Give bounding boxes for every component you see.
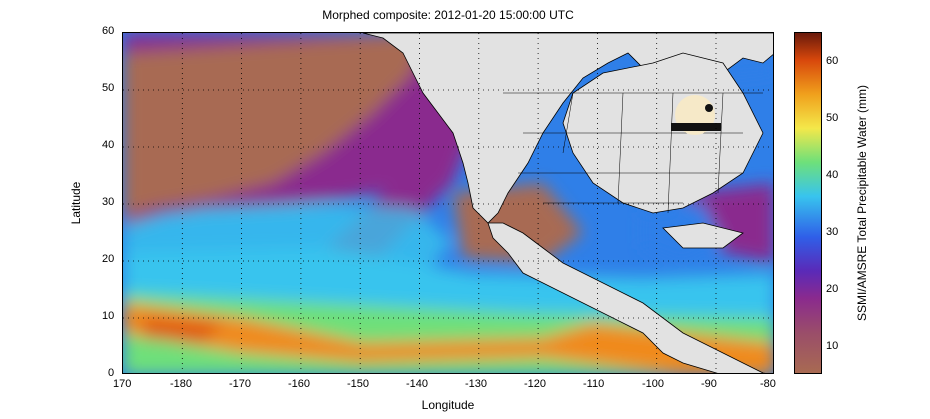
colorbar-tick-label: 20 [826, 283, 839, 295]
colorbar-gradient [795, 33, 821, 373]
x-tick-label: -180 [170, 378, 193, 390]
y-tick-label: 10 [102, 310, 115, 322]
cimss-logo [671, 95, 721, 135]
x-tick-label: -140 [406, 378, 429, 390]
y-tick-label: 50 [102, 82, 115, 94]
x-tick-label: -90 [701, 378, 717, 390]
x-tick-label: -120 [524, 378, 547, 390]
y-tick-label: 40 [102, 139, 115, 151]
map-title: Morphed composite: 2012-01-20 15:00:00 U… [322, 8, 574, 22]
colorbar-tick-label: 60 [826, 55, 839, 67]
political-borders [503, 92, 763, 214]
colorbar-tick-label: 40 [826, 169, 839, 181]
colorbar [794, 32, 822, 374]
x-tick-label: -160 [288, 378, 311, 390]
colorbar-tick-label: 30 [826, 226, 839, 238]
precipitable-water-map [123, 33, 773, 373]
y-tick-label: 30 [102, 196, 115, 208]
grid-lines [123, 33, 773, 373]
y-tick-label: 20 [102, 253, 115, 265]
colorbar-tick-label: 10 [826, 340, 839, 352]
x-tick-label: -170 [229, 378, 252, 390]
x-tick-label: -130 [465, 378, 488, 390]
x-tick-label: -80 [760, 378, 776, 390]
x-tick-label: 170 [113, 378, 132, 390]
y-tick-label: 0 [108, 367, 115, 379]
colorbar-label: SSMI/AMSRE Total Precipitable Water (mm) [855, 84, 869, 322]
map-plot-area [122, 32, 774, 374]
y-axis-label: Latitude [69, 181, 83, 225]
colorbar-tick-label: 50 [826, 112, 839, 124]
x-tick-label: -150 [347, 378, 370, 390]
x-tick-label: -110 [583, 378, 605, 390]
y-tick-label: 60 [102, 25, 115, 37]
x-tick-label: -100 [642, 378, 665, 390]
x-axis-label: Longitude [421, 398, 475, 412]
